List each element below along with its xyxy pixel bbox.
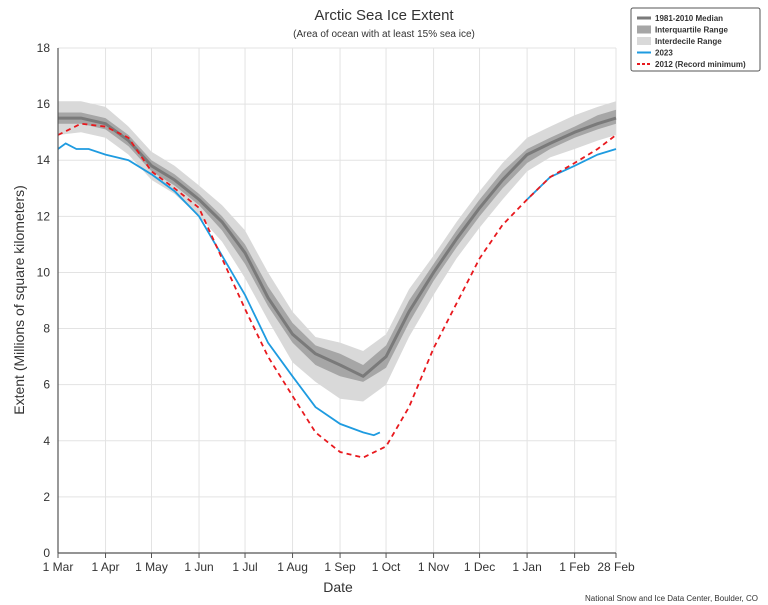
credit-text: National Snow and Ice Data Center, Bould… (585, 594, 758, 603)
x-tick-label: 1 Jul (232, 560, 257, 574)
axes: 0 2 4 6 8 10 12 14 16 18 1 Mar 1 Apr 1 May 1 Jun 1 Jul… (37, 41, 635, 574)
y-tick-label: 18 (37, 41, 51, 55)
median-line (58, 116, 617, 378)
chart-title: Arctic Sea Ice Extent (314, 7, 454, 24)
x-tick-label: 1 Sep (324, 560, 356, 574)
range-bands (58, 101, 616, 402)
chart-subtitle: (Area of ocean with at least 15% sea ice… (293, 29, 475, 40)
y-tick-label: 0 (43, 546, 50, 560)
legend-label: Interquartile Range (655, 26, 728, 35)
x-tick-label: 1 May (135, 560, 168, 574)
legend-label: 2023 (655, 49, 673, 58)
x-tick-label: 28 Feb (597, 560, 635, 574)
x-tick-label: 1 Mar (43, 560, 74, 574)
interquartile-range-band (58, 109, 616, 382)
x-tick-label: 1 Apr (92, 560, 120, 574)
legend-swatch-idr (637, 37, 651, 45)
line-2023 (57, 142, 381, 437)
x-axis-label: Date (323, 579, 353, 595)
y-tick-label: 8 (43, 322, 50, 336)
y-tick-label: 12 (37, 209, 51, 223)
x-tick-label: 1 Aug (277, 560, 308, 574)
grid (57, 47, 617, 554)
x-tick-label: 1 Feb (559, 560, 590, 574)
y-tick-label: 6 (43, 378, 50, 392)
legend: 1981-2010 Median Interquartile Range Inter… (630, 7, 761, 72)
y-tick-label: 14 (37, 153, 51, 167)
y-axis-label: Extent (Millions of square kilometers) (11, 185, 27, 415)
line-2023 (526, 148, 617, 201)
line-2012 (57, 122, 617, 459)
y-tick-label: 16 (37, 97, 51, 111)
legend-box (630, 7, 761, 72)
x-tick-label: 1 Jun (184, 560, 213, 574)
x-tick-label: 1 Jan (512, 560, 541, 574)
series-lines (57, 116, 617, 459)
y-tick-label: 2 (43, 490, 50, 504)
legend-label: Interdecile Range (655, 37, 722, 46)
x-tick-label: 1 Nov (418, 560, 449, 574)
x-tick-label: 1 Oct (372, 560, 401, 574)
legend-label: 1981-2010 Median (655, 14, 723, 23)
y-tick-label: 4 (43, 434, 50, 448)
legend-swatch-iqr (637, 25, 651, 34)
legend-label: 2012 (Record minimum) (655, 60, 746, 69)
y-tick-label: 10 (37, 265, 51, 279)
x-tick-label: 1 Dec (464, 560, 495, 574)
